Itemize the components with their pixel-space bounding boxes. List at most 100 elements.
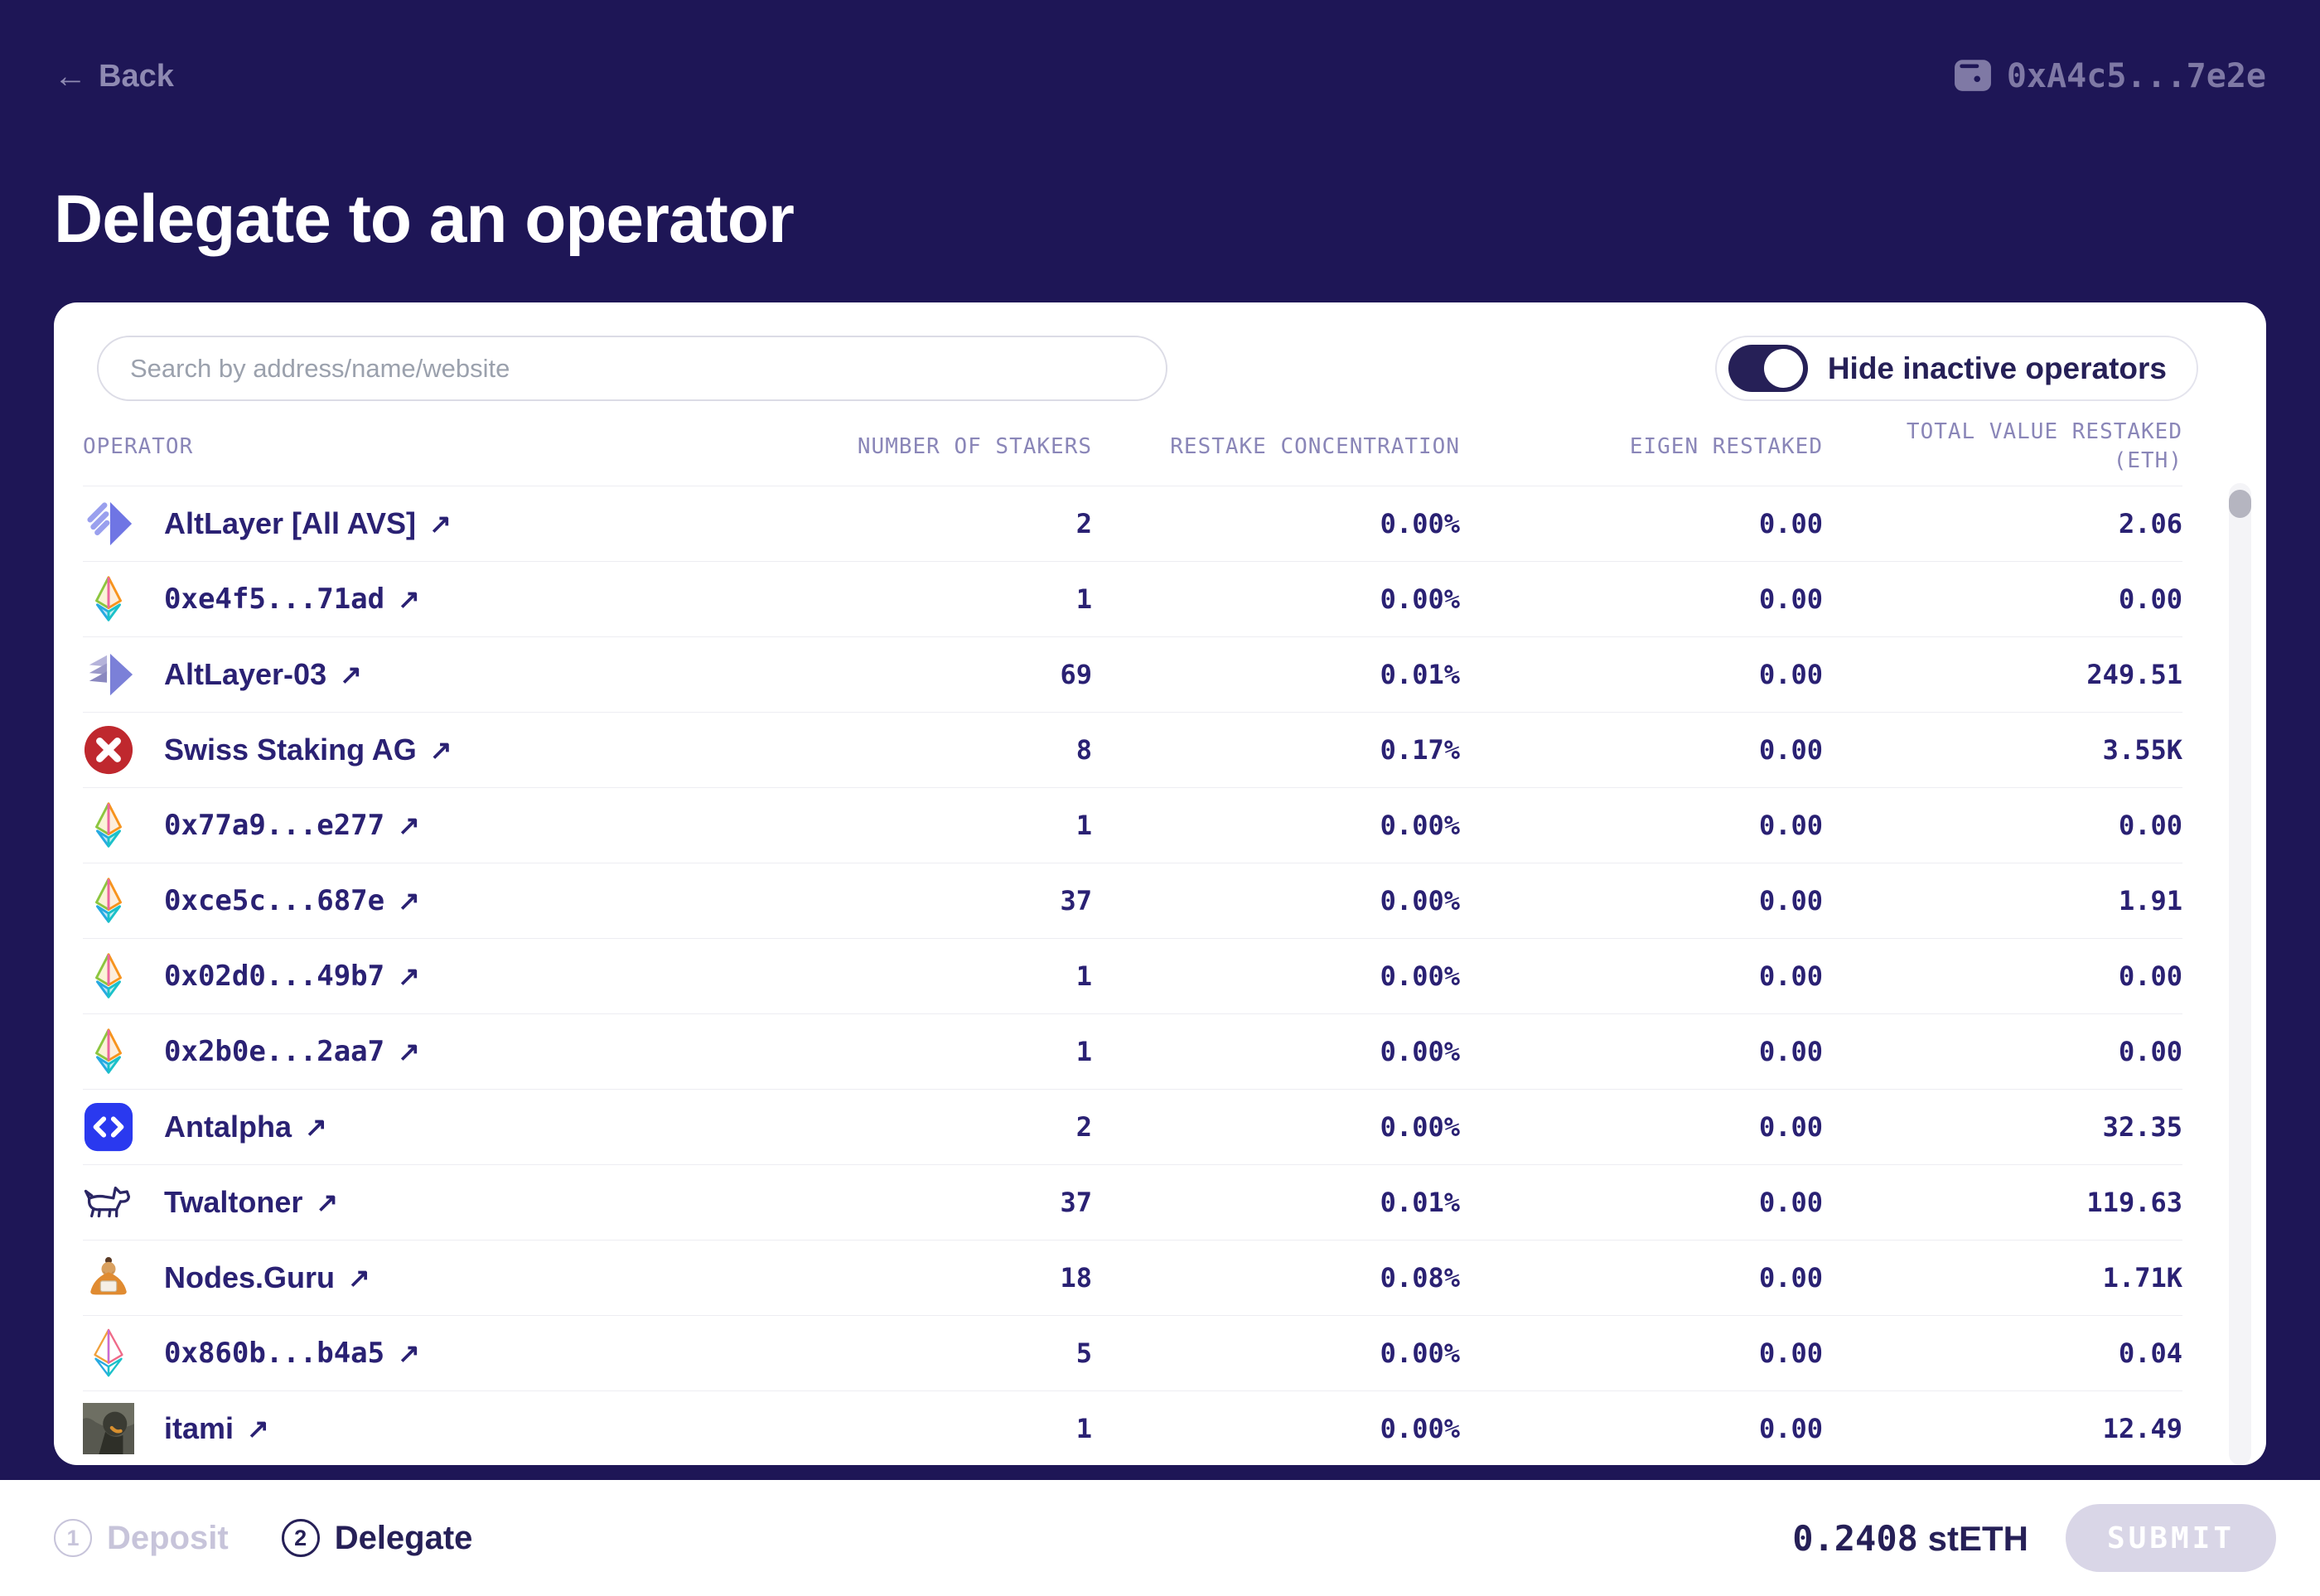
external-link-icon — [398, 583, 420, 615]
operator-link[interactable]: 0xe4f5...71ad — [164, 583, 420, 616]
hide-inactive-toggle[interactable]: Hide inactive operators — [1714, 336, 2198, 401]
stakers-value: 1 — [1075, 1036, 1092, 1068]
table-row[interactable]: 0xe4f5...71ad 1 0.00% 0.00 0.00 — [83, 562, 2182, 638]
operator-link[interactable]: AltLayer [All AVS] — [164, 506, 452, 541]
step-delegate[interactable]: 2 Delegate — [281, 1519, 473, 1557]
step-deposit-number: 1 — [54, 1519, 92, 1557]
operator-link[interactable]: AltLayer-03 — [164, 657, 362, 692]
eigen-restaked-value: 0.00 — [1758, 1262, 1823, 1294]
table-row[interactable]: 0x77a9...e277 1 0.00% 0.00 0.00 — [83, 788, 2182, 864]
operator-name: AltLayer-03 — [164, 657, 327, 692]
table-row[interactable]: 0x02d0...49b7 1 0.00% 0.00 0.00 — [83, 939, 2182, 1015]
external-link-icon — [348, 1262, 370, 1294]
swiss-staking-logo — [83, 724, 134, 776]
toggle-knob — [1763, 349, 1803, 388]
operator-link[interactable]: 0x860b...b4a5 — [164, 1337, 420, 1370]
stake-amount-value: 0.2408 — [1792, 1517, 1918, 1559]
altlayer-stack-logo — [83, 649, 134, 700]
toggle-label: Hide inactive operators — [1827, 351, 2167, 385]
operator-name: 0x77a9...e277 — [164, 809, 385, 843]
operator-link[interactable]: Nodes.Guru — [164, 1260, 370, 1295]
concentration-value: 0.08% — [1380, 1262, 1460, 1294]
stakers-value: 5 — [1075, 1337, 1092, 1370]
back-arrow-icon: ← — [54, 57, 87, 94]
operator-name: Swiss Staking AG — [164, 733, 417, 767]
footer-right: 0.2408 stETH SUBMIT — [1792, 1504, 2276, 1572]
eigen-restaked-value: 0.00 — [1758, 1413, 1823, 1445]
wallet-chip[interactable]: 0xA4c5...7e2e — [1954, 56, 2266, 97]
operator-name: 0xe4f5...71ad — [164, 583, 385, 617]
back-label: Back — [99, 58, 174, 94]
search-input[interactable] — [97, 336, 1167, 401]
column-total-value-restaked: TOTAL VALUE RESTAKED (ETH) — [1906, 419, 2182, 474]
operator-link[interactable]: Antalpha — [164, 1110, 327, 1144]
concentration-value: 0.17% — [1380, 734, 1460, 767]
operator-name: 0x02d0...49b7 — [164, 960, 385, 994]
stakers-value: 1 — [1075, 1413, 1092, 1445]
column-eigen-restaked: EIGEN RESTAKED — [1629, 434, 1823, 460]
operator-link[interactable]: Swiss Staking AG — [164, 733, 452, 767]
toggle-switch-on[interactable] — [1728, 345, 1808, 392]
eigen-restaked-value: 0.00 — [1758, 960, 1823, 993]
table-row[interactable]: itami 1 0.00% 0.00 12.49 — [83, 1391, 2182, 1465]
total-restaked-value: 3.55K — [2102, 734, 2182, 767]
total-restaked-value: 0.00 — [2118, 1036, 2182, 1068]
stake-amount: 0.2408 stETH — [1792, 1518, 2028, 1559]
top-bar: ← Back 0xA4c5...7e2e — [54, 51, 2266, 101]
stakers-value: 37 — [1060, 1187, 1092, 1219]
concentration-value: 0.00% — [1380, 1337, 1460, 1370]
stakers-value: 8 — [1075, 734, 1092, 767]
antalpha-logo — [83, 1101, 134, 1153]
operator-name: Twaltoner — [164, 1185, 303, 1220]
dog-logo — [83, 1177, 134, 1228]
concentration-value: 0.00% — [1380, 1413, 1460, 1445]
wallet-address: 0xA4c5...7e2e — [2006, 57, 2266, 95]
stakers-value: 2 — [1075, 508, 1092, 540]
step-delegate-label: Delegate — [334, 1519, 473, 1556]
submit-button[interactable]: SUBMIT — [2065, 1504, 2276, 1572]
external-link-icon — [398, 1337, 420, 1369]
scrollbar-thumb[interactable] — [2229, 490, 2251, 518]
operator-link[interactable]: Twaltoner — [164, 1185, 338, 1220]
eigen-restaked-value: 0.00 — [1758, 734, 1823, 767]
operator-link[interactable]: 0xce5c...687e — [164, 884, 420, 917]
concentration-value: 0.00% — [1380, 960, 1460, 993]
table-row[interactable]: AltLayer [All AVS] 2 0.00% 0.00 2.06 — [83, 486, 2182, 563]
table-row[interactable]: AltLayer-03 69 0.01% 0.00 249.51 — [83, 637, 2182, 713]
operator-link[interactable]: 0x2b0e...2aa7 — [164, 1035, 420, 1068]
scrollbar-track[interactable] — [2229, 483, 2251, 1465]
table-row[interactable]: 0x2b0e...2aa7 1 0.00% 0.00 0.00 — [83, 1014, 2182, 1091]
concentration-value: 0.01% — [1380, 1187, 1460, 1219]
concentration-value: 0.00% — [1380, 1036, 1460, 1068]
step-indicator: 1 Deposit 2 Delegate — [54, 1519, 472, 1557]
back-button[interactable]: ← Back — [54, 58, 174, 95]
eigen-restaked-value: 0.00 — [1758, 810, 1823, 842]
external-link-icon — [398, 1036, 420, 1067]
eth-logo — [83, 573, 134, 625]
operator-link[interactable]: itami — [164, 1411, 269, 1446]
table-row[interactable]: 0xce5c...687e 37 0.00% 0.00 1.91 — [83, 863, 2182, 940]
stakers-value: 37 — [1060, 885, 1092, 917]
step-delegate-number: 2 — [281, 1519, 320, 1557]
stakers-value: 18 — [1060, 1262, 1092, 1294]
operator-link[interactable]: 0x77a9...e277 — [164, 809, 420, 842]
external-link-icon — [398, 960, 420, 992]
operator-name: 0x2b0e...2aa7 — [164, 1035, 385, 1069]
external-link-icon — [247, 1413, 269, 1444]
table-row[interactable]: Antalpha 2 0.00% 0.00 32.35 — [83, 1090, 2182, 1166]
footer-bar: 1 Deposit 2 Delegate 0.2408 stETH SUBMIT — [0, 1480, 2320, 1596]
operator-link[interactable]: 0x02d0...49b7 — [164, 960, 420, 993]
table-row[interactable]: 0x860b...b4a5 5 0.00% 0.00 0.04 — [83, 1316, 2182, 1392]
concentration-value: 0.00% — [1380, 885, 1460, 917]
table-row[interactable]: Swiss Staking AG 8 0.17% 0.00 3.55K — [83, 713, 2182, 789]
stakers-value: 2 — [1075, 1111, 1092, 1144]
external-link-icon — [429, 508, 452, 539]
concentration-value: 0.01% — [1380, 659, 1460, 691]
table-row[interactable]: Nodes.Guru 18 0.08% 0.00 1.71K — [83, 1241, 2182, 1317]
concentration-value: 0.00% — [1380, 508, 1460, 540]
step-deposit[interactable]: 1 Deposit — [54, 1519, 229, 1557]
table-row[interactable]: Twaltoner 37 0.01% 0.00 119.63 — [83, 1165, 2182, 1241]
concentration-value: 0.00% — [1380, 583, 1460, 616]
total-restaked-value: 119.63 — [2086, 1187, 2182, 1219]
operator-list-card: Hide inactive operators OPERATOR NUMBER … — [54, 302, 2266, 1465]
